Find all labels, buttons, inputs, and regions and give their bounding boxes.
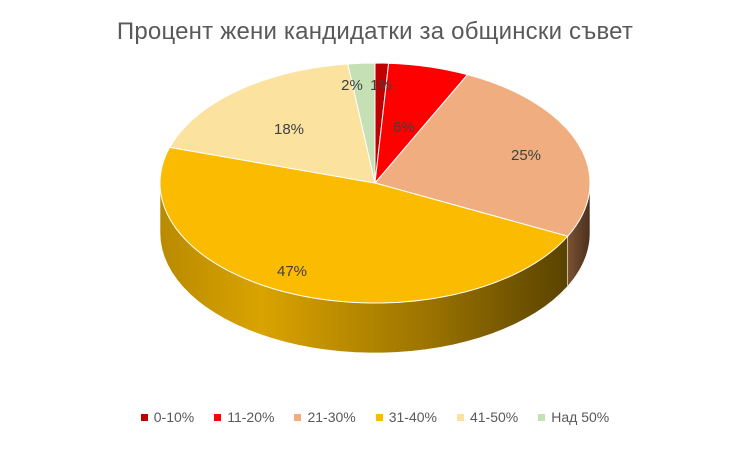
legend-label: 21-30%: [307, 409, 356, 425]
legend-swatch: [538, 413, 546, 421]
data-label-4: 47%: [277, 263, 307, 280]
chart-legend: 0-10% 11-20% 21-30% 31-40% 41-50% Над 50%: [0, 409, 750, 425]
legend-label: 11-20%: [227, 409, 275, 425]
legend-label: Над 50%: [551, 409, 610, 425]
data-label-1: 1%: [370, 77, 392, 94]
legend-label: 31-40%: [388, 409, 437, 425]
chart-title: Процент жени кандидатки за общински съве…: [116, 18, 634, 45]
legend-swatch: [140, 413, 148, 421]
data-label-6: 2%: [341, 77, 363, 94]
legend-label: 0-10%: [153, 409, 195, 425]
legend-swatch: [456, 413, 464, 421]
pie-slice-4: [159, 146, 569, 304]
legend-item-6: Над 50%: [538, 409, 609, 425]
legend-swatch: [294, 413, 302, 421]
legend-item-1: 0-10%: [140, 409, 195, 425]
legend-item-2: 11-20%: [214, 409, 274, 425]
legend-swatch: [375, 413, 383, 421]
legend-item-3: 21-30%: [294, 409, 356, 425]
data-label-3: 25%: [511, 147, 541, 164]
pie-slice-5: [168, 63, 376, 184]
legend-item-5: 41-50%: [456, 409, 519, 425]
data-label-5: 18%: [274, 121, 304, 138]
data-label-2: 6%: [393, 119, 415, 136]
pie-slice-3: [374, 74, 591, 237]
legend-label: 41-50%: [469, 409, 519, 425]
legend-item-4: 31-40%: [375, 409, 437, 425]
pie-slice-6: [347, 62, 376, 184]
legend-swatch: [214, 413, 222, 421]
